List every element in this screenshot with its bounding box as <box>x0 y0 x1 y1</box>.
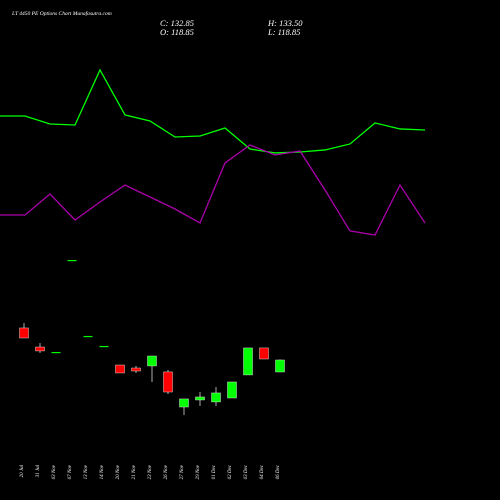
candle-body <box>51 351 61 354</box>
x-tick-label: 29 Nov <box>196 464 201 479</box>
x-tick-label: 23 Nov <box>148 464 153 479</box>
ohlc-label: H: 133.50 <box>267 18 303 28</box>
ohlc-label: C: 132.85 <box>160 18 194 28</box>
candle-body <box>211 392 221 403</box>
x-tick-label: 31 Jul <box>36 464 41 477</box>
candle-body <box>35 346 45 352</box>
candle-body <box>67 260 77 262</box>
ohlc-label: O: 118.85 <box>160 27 194 37</box>
x-tick-label: 26 Nov <box>164 464 169 479</box>
x-tick-label: 06 Dec <box>276 464 281 479</box>
x-tick-label: 03 Nov <box>52 464 57 479</box>
x-tick-label: 20 Nov <box>116 464 121 479</box>
candle-body <box>147 355 157 367</box>
candle-body <box>179 398 189 408</box>
candle-body <box>227 381 237 399</box>
candle-body <box>19 327 29 339</box>
candle-body <box>259 347 269 360</box>
candle-body <box>163 371 173 393</box>
indicator-line <box>0 144 426 236</box>
indicator-line <box>0 68 426 154</box>
candle-body <box>83 335 93 338</box>
candle-body <box>275 359 285 373</box>
candle-body <box>243 347 253 376</box>
x-tick-label: 13 Nov <box>84 464 89 479</box>
x-tick-label: 01 Dec <box>212 464 217 479</box>
x-tick-label: 03 Dec <box>244 464 249 479</box>
ohlc-label: L: 118.85 <box>267 27 300 37</box>
candle-body <box>99 345 109 348</box>
candle-body <box>195 396 205 401</box>
candle-body <box>115 364 125 374</box>
x-tick-label: 04 Dec <box>260 464 265 479</box>
x-tick-label: 14 Nov <box>100 464 105 479</box>
x-tick-label: 02 Dec <box>228 464 233 479</box>
x-tick-label: 20 Jul <box>20 464 25 477</box>
x-tick-label: 27 Nov <box>180 464 185 479</box>
candle-body <box>131 367 141 372</box>
x-tick-label: 21 Nov <box>132 464 137 479</box>
chart-title: LT 4450 PE Options Chart Munafasutra.com <box>11 10 112 17</box>
x-tick-label: 07 Nov <box>68 464 73 479</box>
